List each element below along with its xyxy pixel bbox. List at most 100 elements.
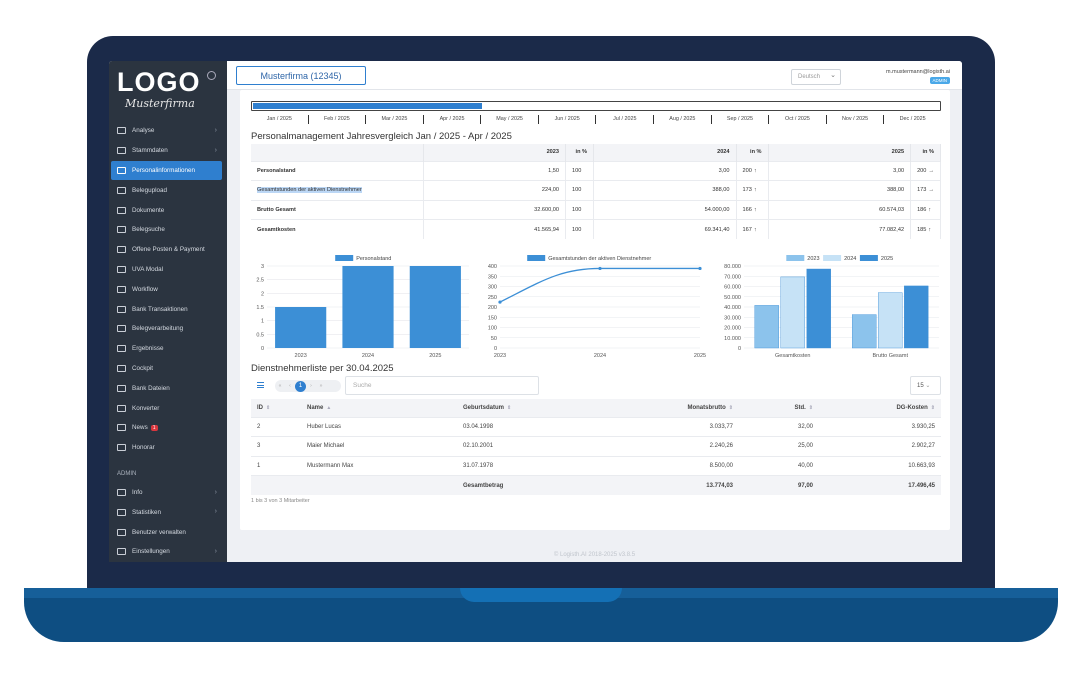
data-point[interactable] — [598, 266, 602, 271]
sidebar-item-dokumente[interactable]: Dokumente — [109, 200, 227, 220]
sidebar-item-belegverarbeitung[interactable]: Belegverarbeitung — [109, 319, 227, 339]
sidebar-item-uva-modal[interactable]: UVA Modal — [109, 260, 227, 280]
sidebar-item-statistiken[interactable]: Statistiken › — [109, 502, 227, 522]
month-label[interactable]: Jun / 2025 — [537, 115, 596, 124]
page-size-select[interactable]: 15 ⌄ — [910, 376, 941, 395]
bar[interactable] — [409, 266, 461, 348]
sidebar-item-label: Info — [132, 488, 143, 496]
current-page[interactable]: 1 — [295, 380, 306, 392]
legend-label[interactable]: Gesamtstunden der aktiven Dienstnehmer — [548, 256, 651, 262]
bar[interactable] — [806, 268, 831, 349]
sidebar-item-info[interactable]: Info › — [109, 483, 227, 503]
bar[interactable] — [342, 266, 394, 348]
cell: 186 ↑ — [910, 199, 941, 220]
range-fill — [253, 103, 483, 109]
column-header-name[interactable]: Name ▲ — [301, 399, 457, 417]
column-header-std[interactable]: Std. ⇕ — [739, 399, 819, 417]
cell: 200 ↑ — [736, 160, 769, 181]
month-label[interactable]: Mar / 2025 — [365, 115, 423, 124]
sort-icon: ⇕ — [930, 404, 935, 411]
bar[interactable] — [878, 292, 903, 349]
sidebar-item-offene-posten-payment[interactable]: Offene Posten & Payment — [109, 240, 227, 260]
column-header-geburtsdatum[interactable]: Geburtsdatum ⇕ — [457, 399, 602, 417]
sort-icon: ⇕ — [808, 404, 813, 411]
sidebar-nav: Analyse › Stammdaten › Personalinformationen… — [109, 121, 227, 562]
month-label[interactable]: Feb / 2025 — [307, 115, 366, 124]
cell: 100 — [565, 180, 595, 200]
sidebar-item-cockpit[interactable]: Cockpit — [109, 359, 227, 379]
legend-label[interactable]: Personalstand — [356, 256, 391, 262]
sidebar-item-bank-dateien[interactable]: Bank Dateien — [109, 378, 227, 398]
month-label[interactable]: Jan / 2025 — [266, 116, 292, 122]
month-label[interactable]: Aug / 2025 — [653, 115, 711, 124]
bar[interactable] — [780, 276, 805, 349]
first-page-icon[interactable]: « — [278, 383, 282, 389]
sidebar-item-einstellungen[interactable]: Einstellungen › — [109, 542, 227, 562]
sidebar-item-ergebnisse[interactable]: Ergebnisse — [109, 339, 227, 359]
bar[interactable] — [904, 285, 929, 349]
legend-label[interactable]: 2024 — [844, 256, 856, 262]
column-header-label: DG-Kosten — [896, 404, 928, 411]
month-range-slider[interactable] — [251, 101, 941, 111]
total-row: Gesamtbetrag 13.774,03 97,00 17.496,45 — [251, 475, 941, 495]
bar[interactable] — [754, 305, 779, 349]
column-header-dg-kosten[interactable]: DG-Kosten ⇕ — [819, 399, 941, 417]
belegupload-icon — [117, 186, 126, 194]
legend-label[interactable]: 2025 — [881, 256, 893, 262]
data-point[interactable] — [698, 266, 702, 271]
sidebar-item-personalinformationen[interactable]: Personalinformationen — [111, 160, 222, 181]
language-select[interactable]: Deutsch — [791, 69, 841, 85]
offene-posten-payment-icon — [117, 246, 126, 254]
personalinformationen-icon — [117, 166, 126, 174]
cell: 224,00 — [423, 180, 567, 200]
month-label[interactable]: May / 2025 — [480, 115, 538, 124]
user-info[interactable]: m.mustermann@logisth.ai ADMIN — [886, 69, 950, 84]
column-header-monatsbrutto[interactable]: Monatsbrutto ⇕ — [601, 399, 739, 417]
sidebar-item-stammdaten[interactable]: Stammdaten › — [109, 141, 227, 161]
sidebar-item-belegsuche[interactable]: Belegsuche — [109, 220, 227, 240]
table-row[interactable]: 1 Mustermann Max 31.07.1978 8.500,00 40,00 10… — [251, 455, 941, 476]
data-point[interactable] — [498, 300, 502, 304]
search-input[interactable]: Suche — [345, 376, 539, 395]
bar[interactable] — [852, 314, 877, 349]
y-tick-label: 1.5 — [256, 305, 264, 311]
sidebar-item-honorar[interactable]: Honorar — [109, 438, 227, 458]
sidebar-item-workflow[interactable]: Workflow — [109, 279, 227, 299]
month-label[interactable]: Nov / 2025 — [825, 115, 884, 124]
row-label-text: Gesamtstunden der aktiven Dienstnehmer — [257, 187, 362, 194]
sidebar-item-konverter[interactable]: Konverter — [109, 398, 227, 418]
last-page-icon[interactable]: » — [319, 383, 323, 389]
sidebar-item-bank-transaktionen[interactable]: Bank Transaktionen — [109, 299, 227, 319]
sidebar-item-analyse[interactable]: Analyse › — [109, 121, 227, 141]
month-label[interactable]: Sep / 2025 — [710, 115, 769, 124]
column-header: 2024 — [593, 144, 737, 161]
settings-circle-icon[interactable] — [207, 71, 216, 80]
month-label[interactable]: Dec / 2025 — [883, 115, 941, 124]
menu-icon[interactable] — [257, 382, 264, 388]
sidebar-item-news[interactable]: News 1 — [109, 418, 227, 438]
table-row[interactable]: 2 Huber Lucas 03.04.1998 3.033,77 32,00 3.930… — [251, 416, 941, 437]
y-tick-label: 60.000 — [724, 285, 741, 291]
percent: 200 — [917, 167, 927, 174]
prev-page-icon[interactable]: ‹ — [289, 383, 291, 389]
legend-label[interactable]: 2023 — [807, 256, 819, 262]
konverter-icon — [117, 404, 126, 412]
cell — [301, 475, 457, 495]
next-page-icon[interactable]: › — [310, 383, 312, 389]
month-label[interactable]: Oct / 2025 — [768, 115, 826, 124]
sidebar-item-benutzer-verwalten[interactable]: Benutzer verwalten — [109, 522, 227, 542]
month-label[interactable]: Jul / 2025 — [595, 115, 653, 124]
column-header: 2025 — [768, 144, 912, 161]
table-row: Gesamtstunden der aktiven Dienstnehmer 22… — [251, 180, 941, 200]
cell-kosten: 3.930,25 — [819, 416, 941, 437]
month-label[interactable]: Apr / 2025 — [422, 115, 481, 124]
chevron-right-icon: › — [214, 488, 217, 496]
table-row[interactable]: 3 Maier Michael 02.10.2001 2.240,26 25,00 2.9… — [251, 436, 941, 456]
trend-arrow-icon: ↑ — [928, 206, 932, 213]
column-header-id[interactable]: ID ⇕ — [251, 399, 301, 417]
cell: 200 → — [910, 160, 941, 181]
sidebar-item-belegupload[interactable]: Belegupload — [109, 180, 227, 200]
bar[interactable] — [275, 307, 327, 348]
company-selector[interactable]: Musterfirma (12345) — [236, 66, 366, 85]
sidebar-item-label: Dokumente — [132, 206, 165, 214]
